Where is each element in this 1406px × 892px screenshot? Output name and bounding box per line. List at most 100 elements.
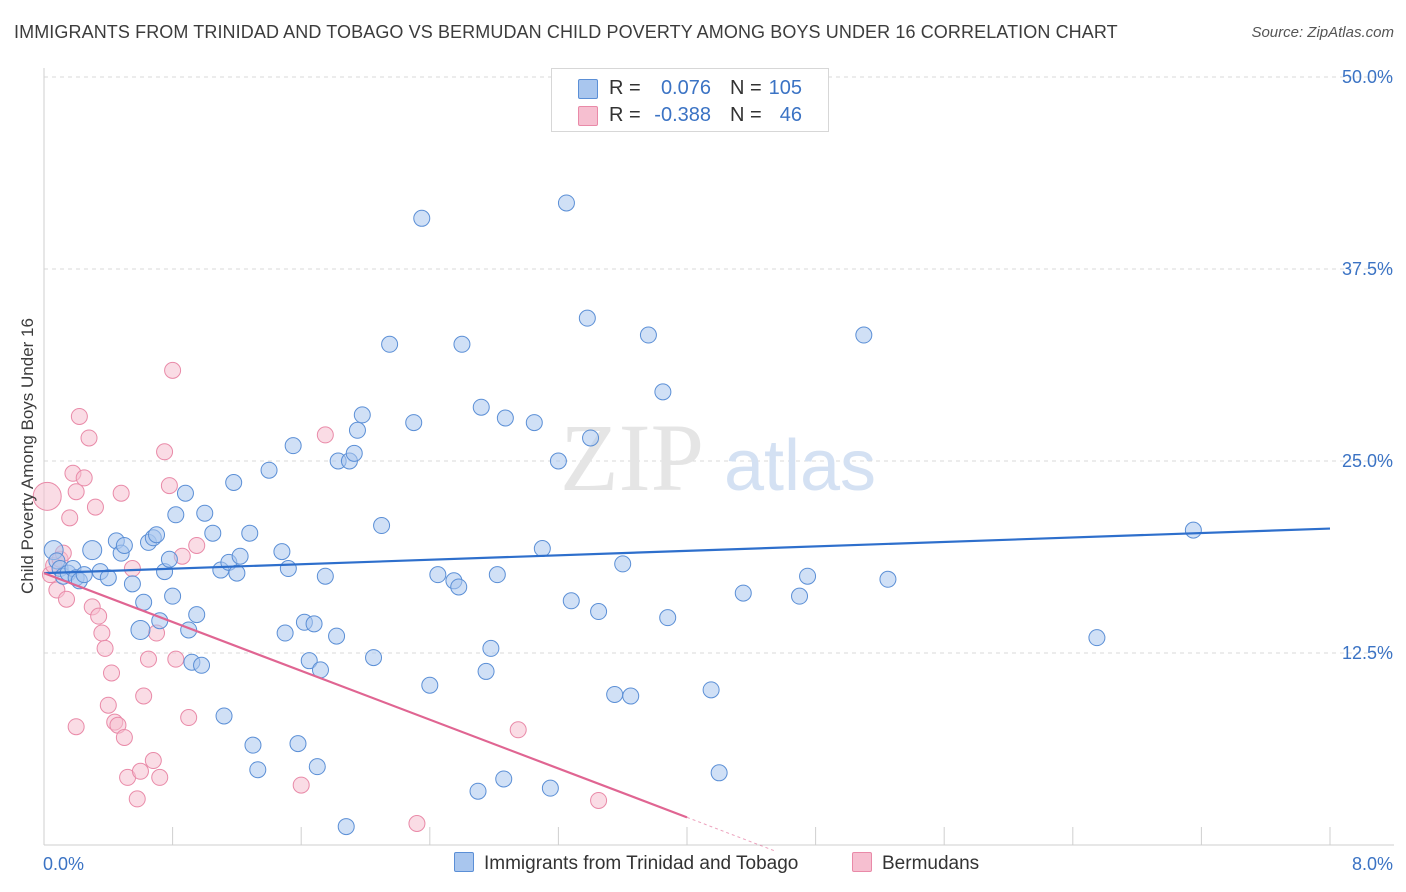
trinidad-point bbox=[590, 603, 608, 621]
bermudans-point bbox=[67, 483, 85, 501]
trinidad-point bbox=[188, 606, 206, 624]
source-label: Source: ZipAtlas.com bbox=[1251, 24, 1394, 41]
series-legend: Immigrants from Trinidad and Tobago Berm… bbox=[0, 852, 1406, 878]
bermudans-point bbox=[167, 650, 185, 668]
trinidad-point bbox=[562, 592, 580, 610]
legend-label: Immigrants from Trinidad and Tobago bbox=[484, 853, 799, 874]
tick-labels: 12.5% 25.0% 37.5% 50.0% 0.0% 8.0% bbox=[43, 67, 1393, 874]
zipatlas-watermark: ZIP atlas bbox=[560, 404, 876, 511]
trinidad-point bbox=[289, 735, 307, 753]
trinidad-point bbox=[855, 326, 873, 344]
trinidad-point bbox=[429, 566, 447, 584]
bermudans-point bbox=[112, 484, 130, 502]
bermudans-point bbox=[67, 718, 85, 736]
trinidad-point bbox=[148, 526, 166, 544]
trinidad-point bbox=[231, 547, 249, 565]
legend-item-trinidad: Immigrants from Trinidad and Tobago bbox=[454, 852, 798, 875]
trinidad-point bbox=[373, 517, 391, 535]
n-value: 46 bbox=[779, 104, 802, 126]
trinidad-point bbox=[450, 578, 468, 596]
trinidad-point bbox=[614, 555, 632, 573]
n-value: 105 bbox=[768, 77, 802, 99]
bermudans-point bbox=[75, 469, 93, 487]
y-tick-label: 25.0% bbox=[1342, 451, 1393, 471]
bermudans-point bbox=[103, 664, 121, 682]
trinidad-point bbox=[130, 619, 151, 640]
trinidad-point bbox=[639, 326, 657, 344]
trinidad-point bbox=[453, 335, 471, 353]
trinidad-point bbox=[702, 681, 720, 699]
bermudans-point bbox=[408, 814, 426, 832]
trinidad-point bbox=[308, 758, 326, 776]
trinidad-point bbox=[123, 575, 141, 593]
trinidad-point bbox=[193, 656, 211, 674]
trinidad-point bbox=[557, 194, 575, 212]
watermark-zip: ZIP bbox=[560, 404, 704, 511]
trinidad-point bbox=[482, 639, 500, 657]
trinidad-point bbox=[176, 484, 194, 502]
trinidad-points bbox=[43, 194, 1202, 836]
bermudans-point bbox=[80, 429, 98, 447]
trinidad-point bbox=[215, 707, 233, 725]
trinidad-point bbox=[160, 550, 178, 568]
bermudans-point bbox=[160, 477, 178, 495]
x-tick-label: 8.0% bbox=[1352, 854, 1393, 874]
trinidad-point bbox=[164, 587, 182, 605]
bermudans-point bbox=[164, 361, 182, 379]
trinidad-point bbox=[353, 406, 371, 424]
bermudans-point bbox=[99, 696, 117, 714]
trinidad-point bbox=[472, 398, 490, 416]
bermudans-point bbox=[156, 443, 174, 461]
trinidad-point bbox=[82, 540, 103, 561]
trinidad-point bbox=[525, 414, 543, 432]
legend-row-trinidad: R = 0.076 N = 105 bbox=[552, 75, 828, 101]
blue-swatch bbox=[454, 852, 474, 872]
trinidad-point bbox=[228, 564, 246, 582]
trinidad-point bbox=[654, 383, 672, 401]
trinidad-point bbox=[799, 567, 817, 585]
trinidad-point bbox=[279, 560, 297, 578]
bermudans-point bbox=[32, 481, 62, 511]
trinidad-point bbox=[249, 761, 267, 779]
bermudans-point bbox=[509, 721, 527, 739]
trinidad-point bbox=[541, 779, 559, 797]
legend-label: Bermudans bbox=[882, 853, 980, 874]
trinidad-point bbox=[99, 569, 117, 587]
bermudans-point bbox=[316, 426, 334, 444]
trinidad-point bbox=[582, 429, 600, 447]
bermudans-point bbox=[70, 407, 88, 425]
blue-swatch bbox=[578, 79, 598, 99]
trinidad-point bbox=[495, 770, 513, 788]
y-axis-label: Child Poverty Among Boys Under 16 bbox=[18, 318, 37, 594]
watermark-atlas: atlas bbox=[724, 426, 876, 506]
correlation-legend: R = 0.076 N = 105 R = -0.388 N = 46 bbox=[551, 68, 829, 132]
trinidad-point bbox=[241, 524, 259, 542]
y-tick-label: 12.5% bbox=[1342, 643, 1393, 663]
n-label: N = bbox=[730, 77, 762, 99]
trinidad-point bbox=[300, 652, 318, 670]
trinidad-point bbox=[196, 504, 214, 522]
trinidad-point bbox=[734, 584, 752, 602]
legend-row-bermudans: R = -0.388 N = 46 bbox=[552, 102, 828, 128]
trinidad-point bbox=[477, 662, 495, 680]
chart-title: IMMIGRANTS FROM TRINIDAD AND TOBAGO VS B… bbox=[14, 22, 1118, 42]
r-label: R = bbox=[609, 104, 641, 126]
trinidad-point bbox=[273, 543, 291, 561]
bermudans-point bbox=[128, 790, 146, 808]
y-tick-label: 37.5% bbox=[1342, 259, 1393, 279]
bermudans-point bbox=[61, 509, 79, 527]
trinidad-point bbox=[622, 687, 640, 705]
trinidad-point bbox=[488, 566, 506, 584]
bermudans-point bbox=[135, 687, 153, 705]
trinidad-point bbox=[710, 764, 728, 782]
trinidad-point bbox=[413, 209, 431, 227]
r-value: 0.076 bbox=[660, 77, 711, 99]
trinidad-point bbox=[578, 309, 596, 327]
trinidad-point bbox=[244, 736, 262, 754]
bermudans-point bbox=[96, 639, 114, 657]
bermudans-point bbox=[115, 728, 133, 746]
trinidad-point bbox=[167, 506, 185, 524]
bermudans-point bbox=[58, 590, 76, 608]
trinidad-point bbox=[549, 452, 567, 470]
bermudans-point bbox=[93, 624, 111, 642]
